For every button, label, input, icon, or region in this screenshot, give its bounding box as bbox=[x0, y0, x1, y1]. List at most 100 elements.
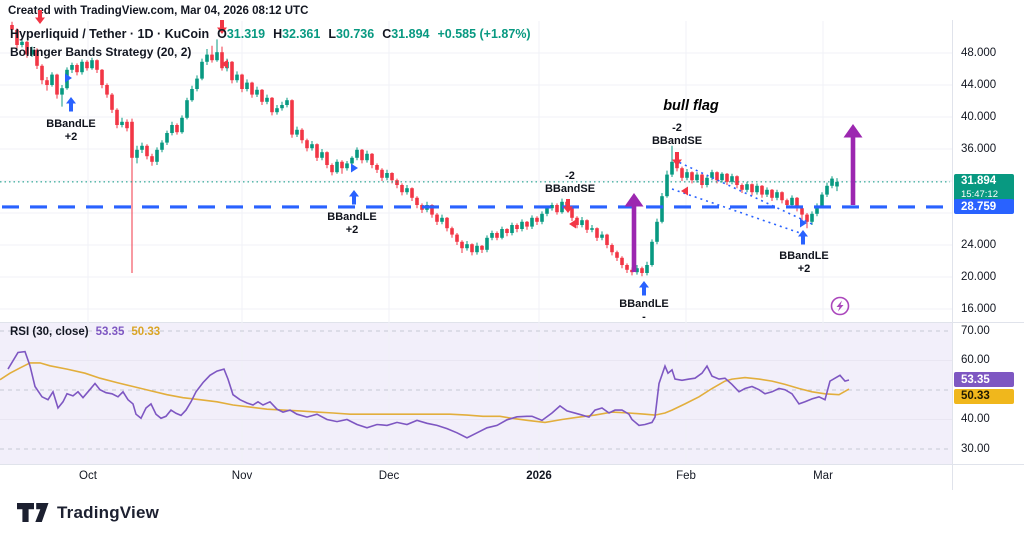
price-axis-label[interactable]: 24.000 bbox=[961, 238, 997, 251]
sell-entry-triangle-icon bbox=[221, 59, 228, 69]
attribution-text: Created with TradingView.com, Mar 04, 20… bbox=[8, 5, 309, 17]
price-axis-label[interactable]: 48.000 bbox=[961, 46, 997, 59]
signal-label-line: -2 bbox=[672, 122, 682, 134]
candle-body bbox=[710, 172, 714, 178]
candle-body bbox=[20, 41, 24, 45]
ohlc-value: L30.736 bbox=[328, 27, 375, 41]
candle-body bbox=[440, 217, 444, 222]
time-axis-label[interactable]: Mar bbox=[813, 470, 833, 482]
candle-body bbox=[540, 213, 544, 222]
candle-body bbox=[270, 97, 274, 113]
candle-body bbox=[335, 161, 339, 173]
tradingview-logo-text: TradingView bbox=[57, 503, 160, 522]
candle-body bbox=[55, 74, 59, 95]
signal-label-line: +2 bbox=[797, 262, 811, 275]
price-axis-border bbox=[952, 20, 953, 490]
candle-body bbox=[695, 174, 699, 181]
candle-body bbox=[735, 176, 739, 185]
rsi-badge-value: 53.35 bbox=[961, 373, 990, 386]
sell-signal-arrow-icon bbox=[35, 10, 45, 24]
price-axis-label[interactable]: 20.000 bbox=[961, 270, 997, 283]
signal-label-line: -2 bbox=[565, 170, 575, 182]
time-axis-label[interactable]: Dec bbox=[378, 470, 400, 482]
symbol-title[interactable]: Hyperliquid / Tether · 1D · KuCoin bbox=[10, 27, 210, 41]
candle-body bbox=[550, 205, 554, 209]
signal-label-line: BBandLE bbox=[619, 298, 669, 310]
bull-flag-annotation[interactable]: bull flag bbox=[663, 98, 719, 114]
bar-countdown: 15:47:12 bbox=[961, 188, 998, 200]
candle-body bbox=[315, 144, 319, 158]
candle-body bbox=[605, 234, 609, 245]
price-axis-label[interactable]: 16.000 bbox=[961, 302, 997, 315]
alert-line-badge: 28.759 bbox=[954, 199, 1014, 215]
candle-body bbox=[390, 173, 394, 181]
indicator-legend[interactable]: Bollinger Bands Strategy (20, 2) bbox=[10, 45, 192, 59]
time-axis-label[interactable]: 2026 bbox=[526, 470, 552, 482]
price-axis-label[interactable]: 40.000 bbox=[961, 110, 997, 123]
candle-body bbox=[310, 144, 314, 149]
candle-body bbox=[805, 214, 809, 222]
rsi-axis-label[interactable]: 40.00 bbox=[961, 413, 990, 425]
candle-body bbox=[100, 69, 104, 85]
candle-body bbox=[190, 89, 194, 101]
candle-body bbox=[80, 61, 84, 73]
candle-body bbox=[485, 237, 489, 250]
candle-body bbox=[760, 185, 764, 195]
sell-entry-triangle-icon bbox=[681, 186, 688, 196]
candle-body bbox=[405, 188, 409, 193]
candle-body bbox=[235, 74, 239, 81]
pane-separator[interactable] bbox=[0, 322, 1024, 323]
alert-line-value: 28.759 bbox=[961, 200, 997, 213]
last-price-badge: 31.894 15:47:12 bbox=[954, 173, 1014, 202]
candle-body bbox=[150, 156, 154, 162]
sell-signal-arrow-icon bbox=[563, 199, 573, 213]
time-axis-label[interactable]: Nov bbox=[231, 470, 253, 482]
rsi-value: 53.35 bbox=[95, 326, 125, 338]
candle-body bbox=[160, 142, 164, 150]
candle-body bbox=[435, 214, 439, 222]
candle-body bbox=[515, 225, 519, 229]
candle-body bbox=[215, 52, 219, 61]
candle-body bbox=[430, 205, 434, 215]
price-axis-label[interactable]: 44.000 bbox=[961, 78, 997, 91]
candle-body bbox=[125, 121, 129, 129]
candle-body bbox=[380, 169, 384, 178]
candle-body bbox=[785, 200, 789, 205]
candle-body bbox=[265, 97, 269, 102]
candle-body bbox=[140, 145, 144, 150]
flag-channel-line bbox=[671, 188, 801, 234]
candle-body bbox=[555, 205, 559, 213]
tradingview-logo-icon bbox=[17, 503, 49, 522]
buy-signal-arrow-icon bbox=[639, 281, 649, 296]
trend-arrow-up bbox=[624, 193, 644, 272]
candle-body bbox=[755, 185, 759, 193]
candle-body bbox=[615, 252, 619, 258]
signal-label-line: +2 bbox=[64, 130, 78, 143]
rsi-title[interactable]: RSI (30, close) bbox=[10, 326, 89, 338]
tradingview-logo[interactable]: TradingView bbox=[17, 503, 159, 523]
time-axis-label[interactable]: Feb bbox=[676, 470, 696, 482]
candle-body bbox=[130, 121, 134, 158]
candle-body bbox=[295, 129, 299, 135]
rsi-axis-label[interactable]: 30.00 bbox=[961, 442, 990, 455]
candle-body bbox=[200, 61, 204, 79]
price-axis-label[interactable]: 36.000 bbox=[961, 142, 997, 155]
candle-body bbox=[250, 82, 254, 95]
candle-body bbox=[355, 149, 359, 158]
candle-body bbox=[670, 161, 674, 175]
candle-body bbox=[820, 194, 824, 206]
candle-body bbox=[685, 172, 689, 178]
rsi-legend[interactable]: RSI (30, close) 53.35 50.33 bbox=[10, 326, 160, 338]
candle-body bbox=[10, 25, 14, 30]
time-axis-label[interactable]: Oct bbox=[79, 470, 97, 482]
candle-body bbox=[220, 52, 224, 69]
candle-body bbox=[570, 206, 574, 218]
candle-body bbox=[445, 217, 449, 229]
ohlc-value: H32.361 bbox=[273, 27, 321, 41]
rsi-axis-label[interactable]: 70.00 bbox=[961, 324, 990, 337]
candle-body bbox=[475, 245, 479, 253]
rsi-axis-label[interactable]: 60.00 bbox=[961, 354, 990, 366]
candle-body bbox=[45, 80, 49, 85]
symbol-legend[interactable]: Hyperliquid / Tether · 1D · KuCoin O31.31… bbox=[10, 27, 531, 41]
